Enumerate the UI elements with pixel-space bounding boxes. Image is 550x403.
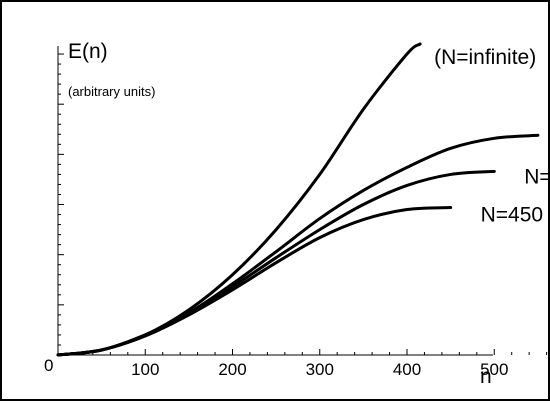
series-label-n-infinite: (N=infinite)	[434, 46, 536, 69]
series-label-n-500: N=500	[524, 165, 550, 188]
label-group: E(n) (arbitrary units) n 0 (N=infinite) N…	[44, 40, 550, 388]
series-label-n-450: N=450	[481, 204, 543, 227]
series-line-n-450	[56, 206, 453, 357]
x-tick-label-200: 200	[218, 360, 246, 379]
x-axis-label: n	[480, 365, 492, 388]
x-tick-label-500: 500	[480, 360, 508, 379]
curve-group	[56, 42, 540, 357]
tick-group: 100200300400500600	[58, 53, 548, 379]
y-axis-label: E(n)	[68, 40, 108, 63]
x-tick-label-400: 400	[393, 360, 421, 379]
y-axis-unit-note: (arbitrary units)	[68, 84, 155, 99]
origin-label: 0	[44, 356, 53, 375]
x-tick-label-300: 300	[306, 360, 334, 379]
x-tick-label-100: 100	[131, 360, 159, 379]
